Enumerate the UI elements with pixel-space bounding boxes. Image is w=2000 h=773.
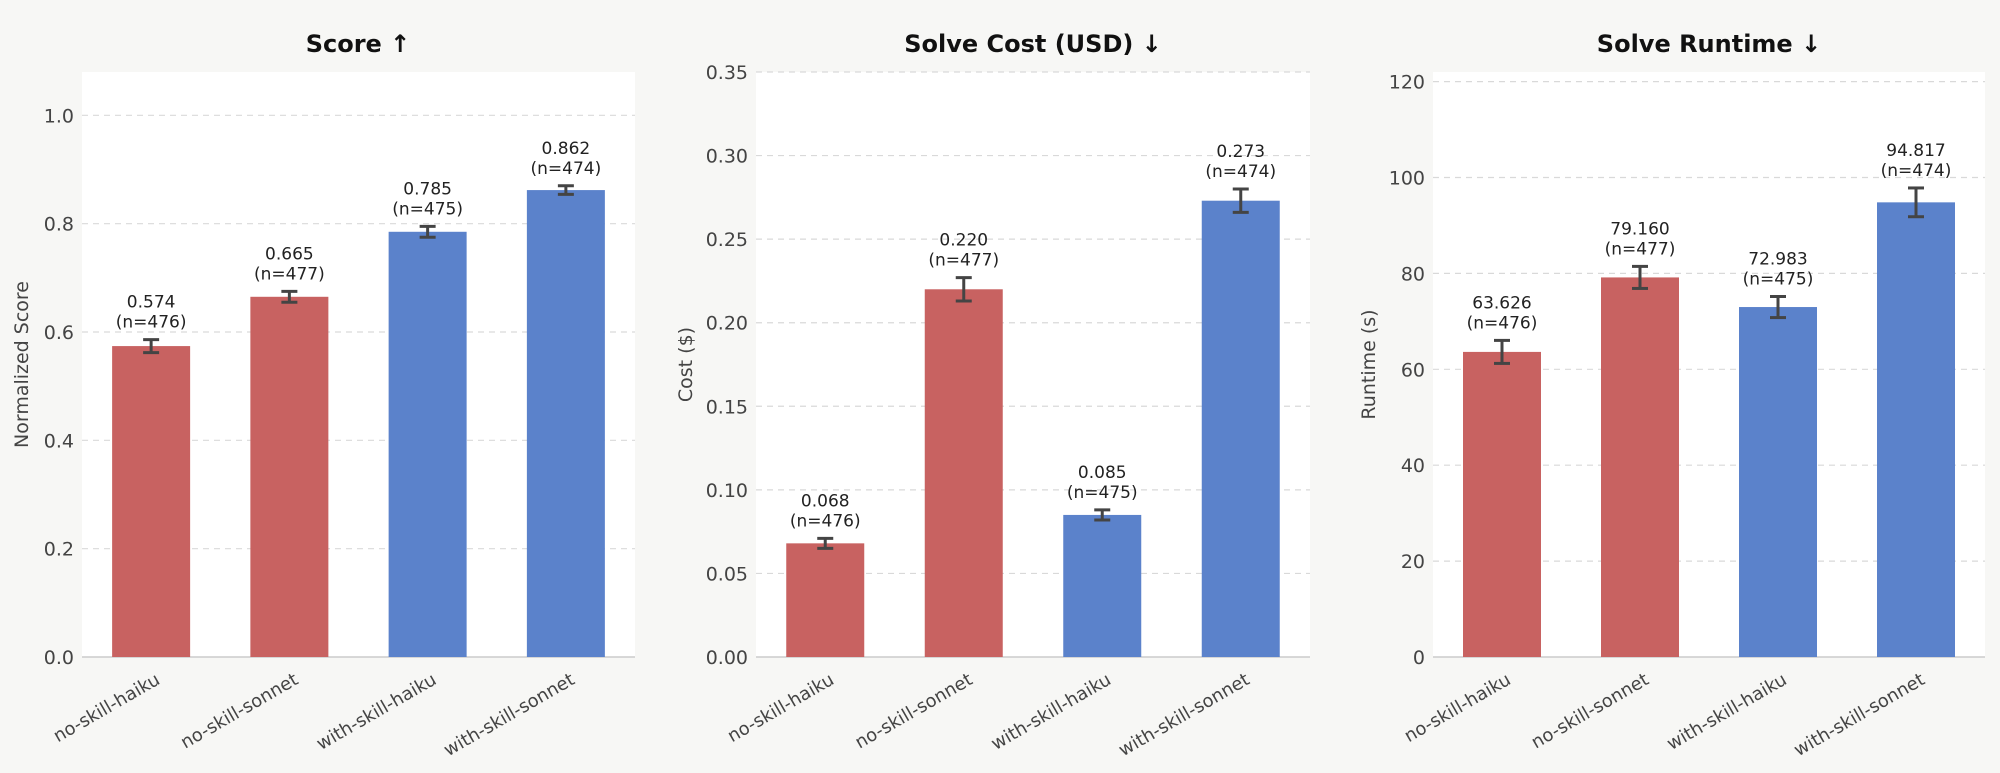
y-tick-label: 0.6	[44, 322, 74, 344]
y-tick-label: 80	[1401, 263, 1425, 285]
bar-no-skill-haiku	[1463, 351, 1541, 657]
chart-panel-1: 0.0 0.2 0.4 0.6 0.8 1.0 Score ↑ Normalized Scor…	[11, 30, 635, 761]
y-tick-label: 100	[1389, 167, 1425, 189]
data-label-n: (n=476)	[1467, 313, 1538, 333]
data-label-n: (n=477)	[254, 264, 325, 284]
y-axis-label: Runtime (s)	[1358, 309, 1380, 419]
chart-title: Solve Runtime ↓	[1597, 30, 1821, 58]
data-label-n: (n=475)	[1743, 269, 1814, 289]
data-label-n: (n=474)	[531, 159, 602, 179]
y-tick-label: 0.30	[706, 146, 748, 168]
y-axis-label: Cost ($)	[675, 327, 697, 402]
data-label-n: (n=474)	[1881, 161, 1952, 181]
x-tick-label: with-skill-haiku	[313, 669, 440, 755]
bar-no-skill-sonnet	[1601, 277, 1679, 657]
chart-panel-3: 0 20 40 60 80 100 120 Solve Runtime ↓ Runtime (s…	[1358, 30, 1985, 761]
data-label-n: (n=477)	[1605, 239, 1676, 259]
y-axis-label: Normalized Score	[11, 281, 33, 448]
y-tick-label: 0.8	[44, 214, 74, 236]
bar-with-skill-haiku	[388, 231, 467, 657]
bar-with-skill-sonnet	[1201, 200, 1280, 657]
y-tick-label: 0.15	[706, 396, 748, 418]
chart-title: Score ↑	[306, 30, 411, 58]
data-label-n: (n=477)	[928, 251, 999, 271]
x-tick-label: no-skill-sonnet	[177, 669, 302, 753]
y-tick-label: 0.2	[44, 539, 74, 561]
data-label-value: 0.068	[801, 491, 850, 511]
y-tick-label: 120	[1389, 72, 1425, 94]
data-label-value: 79.160	[1610, 219, 1669, 239]
data-label-value: 0.085	[1078, 463, 1127, 483]
y-tick-label: 0.4	[44, 430, 74, 452]
x-tick-label: with-skill-haiku	[1663, 669, 1790, 755]
y-tick-label: 0.00	[706, 647, 748, 669]
data-label-n: (n=474)	[1205, 162, 1276, 182]
x-tick-label: no-skill-sonnet	[852, 669, 977, 753]
bar-with-skill-haiku	[1063, 514, 1142, 657]
data-label-value: 0.785	[403, 179, 452, 199]
y-tick-label: 60	[1401, 359, 1425, 381]
x-tick-label: no-skill-sonnet	[1528, 669, 1653, 753]
data-label-n: (n=476)	[790, 511, 861, 531]
bar-with-skill-sonnet	[526, 190, 605, 658]
x-tick-label: no-skill-haiku	[1401, 669, 1515, 747]
x-tick-label: with-skill-sonnet	[1790, 669, 1928, 761]
bar-with-skill-sonnet	[1877, 202, 1955, 657]
x-tick-label: with-skill-sonnet	[440, 669, 578, 761]
y-tick-label: 0.35	[706, 62, 748, 84]
data-label-value: 0.862	[542, 139, 591, 159]
y-tick-label: 40	[1401, 455, 1425, 477]
data-label-value: 72.983	[1748, 249, 1807, 269]
y-tick-label: 0.0	[44, 647, 74, 669]
x-tick-label: with-skill-sonnet	[1115, 669, 1253, 761]
data-label-n: (n=475)	[392, 199, 463, 219]
data-label-n: (n=475)	[1067, 483, 1138, 503]
data-label-value: 0.574	[127, 293, 176, 313]
y-tick-label: 1.0	[44, 105, 74, 127]
data-label-value: 94.817	[1886, 141, 1945, 161]
bar-no-skill-sonnet	[924, 289, 1003, 657]
bar-no-skill-haiku	[112, 346, 191, 657]
x-tick-label: no-skill-haiku	[724, 669, 838, 747]
chart-title: Solve Cost (USD) ↓	[904, 30, 1162, 58]
x-tick-label: with-skill-haiku	[988, 669, 1115, 755]
y-tick-label: 0	[1413, 647, 1425, 669]
data-label-value: 0.665	[265, 244, 314, 264]
data-label-value: 63.626	[1472, 293, 1531, 313]
y-tick-label: 20	[1401, 551, 1425, 573]
data-label-value: 0.273	[1216, 142, 1265, 162]
bar-no-skill-haiku	[786, 543, 865, 657]
y-tick-label: 0.05	[706, 563, 748, 585]
chart-panel-2: 0.00 0.05 0.10 0.15 0.20 0.25 0.30 0.35 Solve Co…	[675, 30, 1310, 761]
y-tick-label: 0.10	[706, 480, 748, 502]
y-tick-label: 0.20	[706, 313, 748, 335]
bar-no-skill-sonnet	[250, 296, 329, 657]
data-label-value: 0.220	[939, 231, 988, 251]
data-label-n: (n=476)	[116, 313, 187, 333]
bar-with-skill-haiku	[1739, 307, 1817, 657]
y-tick-label: 0.25	[706, 229, 748, 251]
x-tick-label: no-skill-haiku	[50, 669, 164, 747]
